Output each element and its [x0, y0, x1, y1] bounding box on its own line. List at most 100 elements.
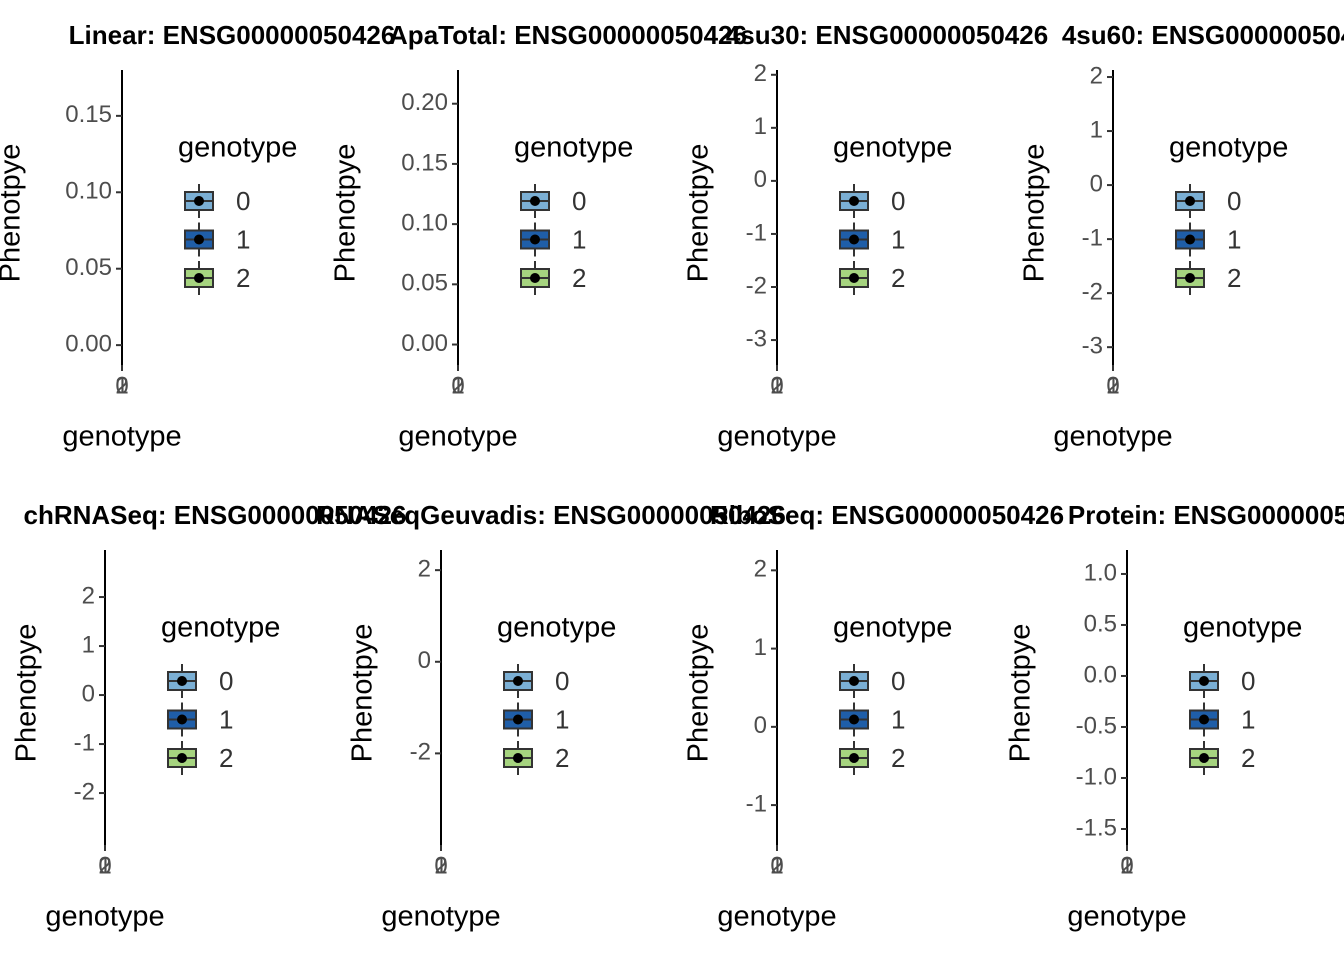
panel: -1.5-0.5-1.00.00.51.0012genotypePhenotpy… — [1005, 500, 1344, 933]
y-tick-label: 0 — [754, 166, 767, 193]
legend-title: genotype — [1183, 612, 1302, 644]
legend-title: genotype — [833, 612, 952, 644]
x-tick-label: 0 — [1106, 372, 1119, 399]
chart-title: ApaTotal: ENSG00000050426 — [389, 20, 747, 50]
legend-title: genotype — [161, 612, 280, 644]
legend-dot — [530, 273, 540, 283]
legend-dot — [1185, 234, 1195, 245]
x-axis-title: genotype — [717, 421, 836, 453]
legend-dot — [177, 753, 187, 763]
legend-dot — [1199, 676, 1209, 686]
legend-label: 2 — [219, 743, 233, 773]
x-tick-label: 2 — [770, 852, 783, 879]
y-tick-label: 0.05 — [401, 270, 448, 297]
y-tick-label: 0.05 — [65, 254, 112, 281]
x-axis-title: genotype — [1053, 421, 1172, 453]
x-tick-label: 0 — [1120, 852, 1133, 879]
legend-label: 2 — [1227, 263, 1241, 293]
y-tick-label: -0.5 — [1076, 712, 1117, 739]
x-tick-label: 0 — [98, 852, 111, 879]
y-axis-title: Phenotpye — [0, 144, 27, 283]
legend-dot — [194, 196, 204, 206]
legend-dot — [530, 234, 540, 245]
legend-label: 1 — [236, 224, 250, 254]
legend-label: 2 — [572, 263, 586, 293]
x-tick-label: 2 — [1120, 852, 1133, 879]
legend-dot — [513, 753, 523, 763]
x-tick-label: 1 — [451, 372, 464, 399]
x-tick-label: 2 — [1106, 372, 1119, 399]
x-tick-label: 0 — [434, 852, 447, 879]
y-tick-label: 0 — [1090, 170, 1103, 197]
legend-label: 2 — [891, 743, 905, 773]
y-tick-label: 0 — [754, 712, 767, 739]
y-tick-label: 0.5 — [1084, 610, 1117, 637]
chart-title: RNASeqGeuvadis: ENSG00000050426 — [316, 500, 786, 530]
x-axis-title: genotype — [717, 901, 836, 933]
x-axis-title: genotype — [398, 421, 517, 453]
legend-dot — [177, 714, 187, 725]
y-tick-label: -1 — [74, 729, 95, 756]
y-tick-label: 1 — [754, 634, 767, 661]
legend-dot — [513, 714, 523, 725]
y-tick-label: -3 — [1082, 333, 1103, 360]
legend-dot — [513, 676, 523, 686]
y-tick-label: 0.15 — [65, 101, 112, 128]
legend-title: genotype — [178, 132, 297, 164]
legend-label: 0 — [891, 186, 905, 216]
y-axis-title: Phenotpye — [1019, 144, 1051, 283]
chart-title: 4su30: ENSG00000050426 — [726, 20, 1048, 50]
legend-label: 1 — [555, 704, 569, 734]
legend-dot — [849, 676, 859, 686]
chart-title: 4su60: ENSG00000050426 — [1062, 20, 1344, 50]
legend-label: 2 — [891, 263, 905, 293]
x-tick-label: 0 — [451, 372, 464, 399]
legend-dot — [530, 196, 540, 206]
y-tick-label: 1 — [1090, 116, 1103, 143]
legend-label: 0 — [1241, 666, 1255, 696]
x-tick-label: 0 — [770, 372, 783, 399]
y-axis-title: Phenotpye — [347, 624, 379, 763]
legend-dot — [849, 753, 859, 763]
y-tick-label: 0 — [418, 647, 431, 674]
y-axis-title: Phenotpye — [683, 624, 715, 763]
y-tick-label: -2 — [1082, 278, 1103, 305]
x-tick-label: 2 — [115, 372, 128, 399]
legend-title: genotype — [1169, 132, 1288, 164]
y-tick-label: 0.15 — [401, 149, 448, 176]
legend-dot — [1185, 196, 1195, 206]
y-axis-title: Phenotpye — [683, 144, 715, 283]
y-tick-label: 0.00 — [401, 330, 448, 357]
legend-dot — [849, 714, 859, 725]
x-tick-label: 1 — [98, 852, 111, 879]
x-tick-label: 0 — [770, 852, 783, 879]
panel: -202012genotypePhenotpyeRNASeqGeuvadis: … — [316, 500, 786, 933]
x-tick-label: 1 — [115, 372, 128, 399]
x-tick-label: 1 — [770, 852, 783, 879]
legend-dot — [194, 234, 204, 245]
y-tick-label: -1 — [1082, 224, 1103, 251]
x-tick-label: 2 — [98, 852, 111, 879]
x-axis-title: genotype — [62, 421, 181, 453]
legend-dot — [849, 234, 859, 245]
legend-title: genotype — [497, 612, 616, 644]
x-tick-label: 2 — [770, 372, 783, 399]
chart-title: Protein: ENSG00000050426 — [1068, 500, 1344, 530]
x-tick-label: 1 — [1120, 852, 1133, 879]
chart-title: chRNASeq: ENSG00000050426 — [24, 500, 407, 530]
y-tick-label: 0.00 — [65, 330, 112, 357]
legend-label: 0 — [891, 666, 905, 696]
legend-title: genotype — [514, 132, 633, 164]
y-axis-title: Phenotpye — [1005, 624, 1037, 763]
legend-label: 1 — [1227, 224, 1241, 254]
legend-label: 0 — [1227, 186, 1241, 216]
y-tick-label: -1.5 — [1076, 814, 1117, 841]
legend-label: 1 — [572, 224, 586, 254]
y-tick-label: 0.10 — [401, 209, 448, 236]
legend-dot — [1199, 714, 1209, 725]
legend-label: 2 — [236, 263, 250, 293]
y-tick-label: 2 — [754, 556, 767, 583]
legend-label: 2 — [1241, 743, 1255, 773]
